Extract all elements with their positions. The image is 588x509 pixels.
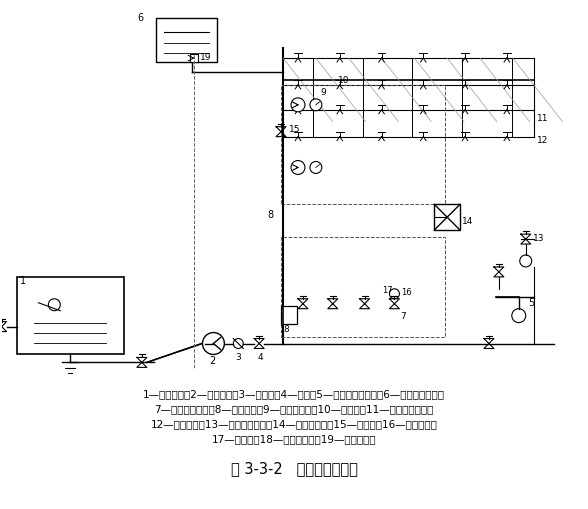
Text: 6: 6	[138, 13, 144, 23]
Circle shape	[202, 333, 225, 355]
Bar	[281, 86, 445, 205]
Text: 15: 15	[289, 125, 300, 134]
Text: 5: 5	[527, 297, 534, 307]
Bar	[434, 205, 460, 231]
Bar	[156, 19, 218, 63]
Text: 图 3-3-2   湿式系统示意图: 图 3-3-2 湿式系统示意图	[230, 460, 358, 475]
Text: 12: 12	[537, 136, 548, 145]
Text: 16: 16	[402, 288, 412, 297]
Text: 10: 10	[338, 76, 349, 86]
Text: 7—湿式报警阀组；8—配水干管；9—水流指示器；10—配水管；11—闭式洒水喷头；: 7—湿式报警阀组；8—配水干管；9—水流指示器；10—配水管；11—闭式洒水喷头…	[154, 404, 434, 413]
Text: 1: 1	[19, 275, 26, 286]
Text: 2: 2	[209, 356, 216, 365]
Text: 17—信号阀；18—水泵控制柜；19—流量开关。: 17—信号阀；18—水泵控制柜；19—流量开关。	[212, 433, 376, 443]
Circle shape	[310, 100, 322, 111]
Text: 13: 13	[533, 233, 544, 242]
Circle shape	[291, 161, 305, 175]
Bar	[189, 55, 198, 63]
Text: 4: 4	[257, 352, 263, 361]
Bar	[16, 277, 124, 355]
Text: 19: 19	[199, 52, 211, 62]
Text: 7: 7	[400, 312, 406, 321]
Text: 3: 3	[235, 352, 241, 361]
Text: 11: 11	[537, 114, 548, 123]
Text: 18: 18	[279, 324, 290, 333]
Text: 14: 14	[462, 216, 473, 225]
Circle shape	[310, 162, 322, 174]
Text: 1—消防水池；2—消防水泵；3—止回阀；4—闸阀；5—消防水泵接合器；6—高位消防水箱；: 1—消防水池；2—消防水泵；3—止回阀；4—闸阀；5—消防水泵接合器；6—高位消…	[143, 388, 445, 399]
Text: 17: 17	[383, 286, 393, 295]
Circle shape	[291, 99, 305, 112]
Text: 8: 8	[267, 210, 273, 220]
Bar	[281, 306, 297, 324]
Bar	[281, 238, 445, 337]
Text: 12—配水支管；13—末端试水装置；14—报警控制器；15—泄水阀；16—压力开关；: 12—配水支管；13—末端试水装置；14—报警控制器；15—泄水阀；16—压力开…	[151, 418, 437, 428]
Text: 9: 9	[321, 88, 326, 97]
